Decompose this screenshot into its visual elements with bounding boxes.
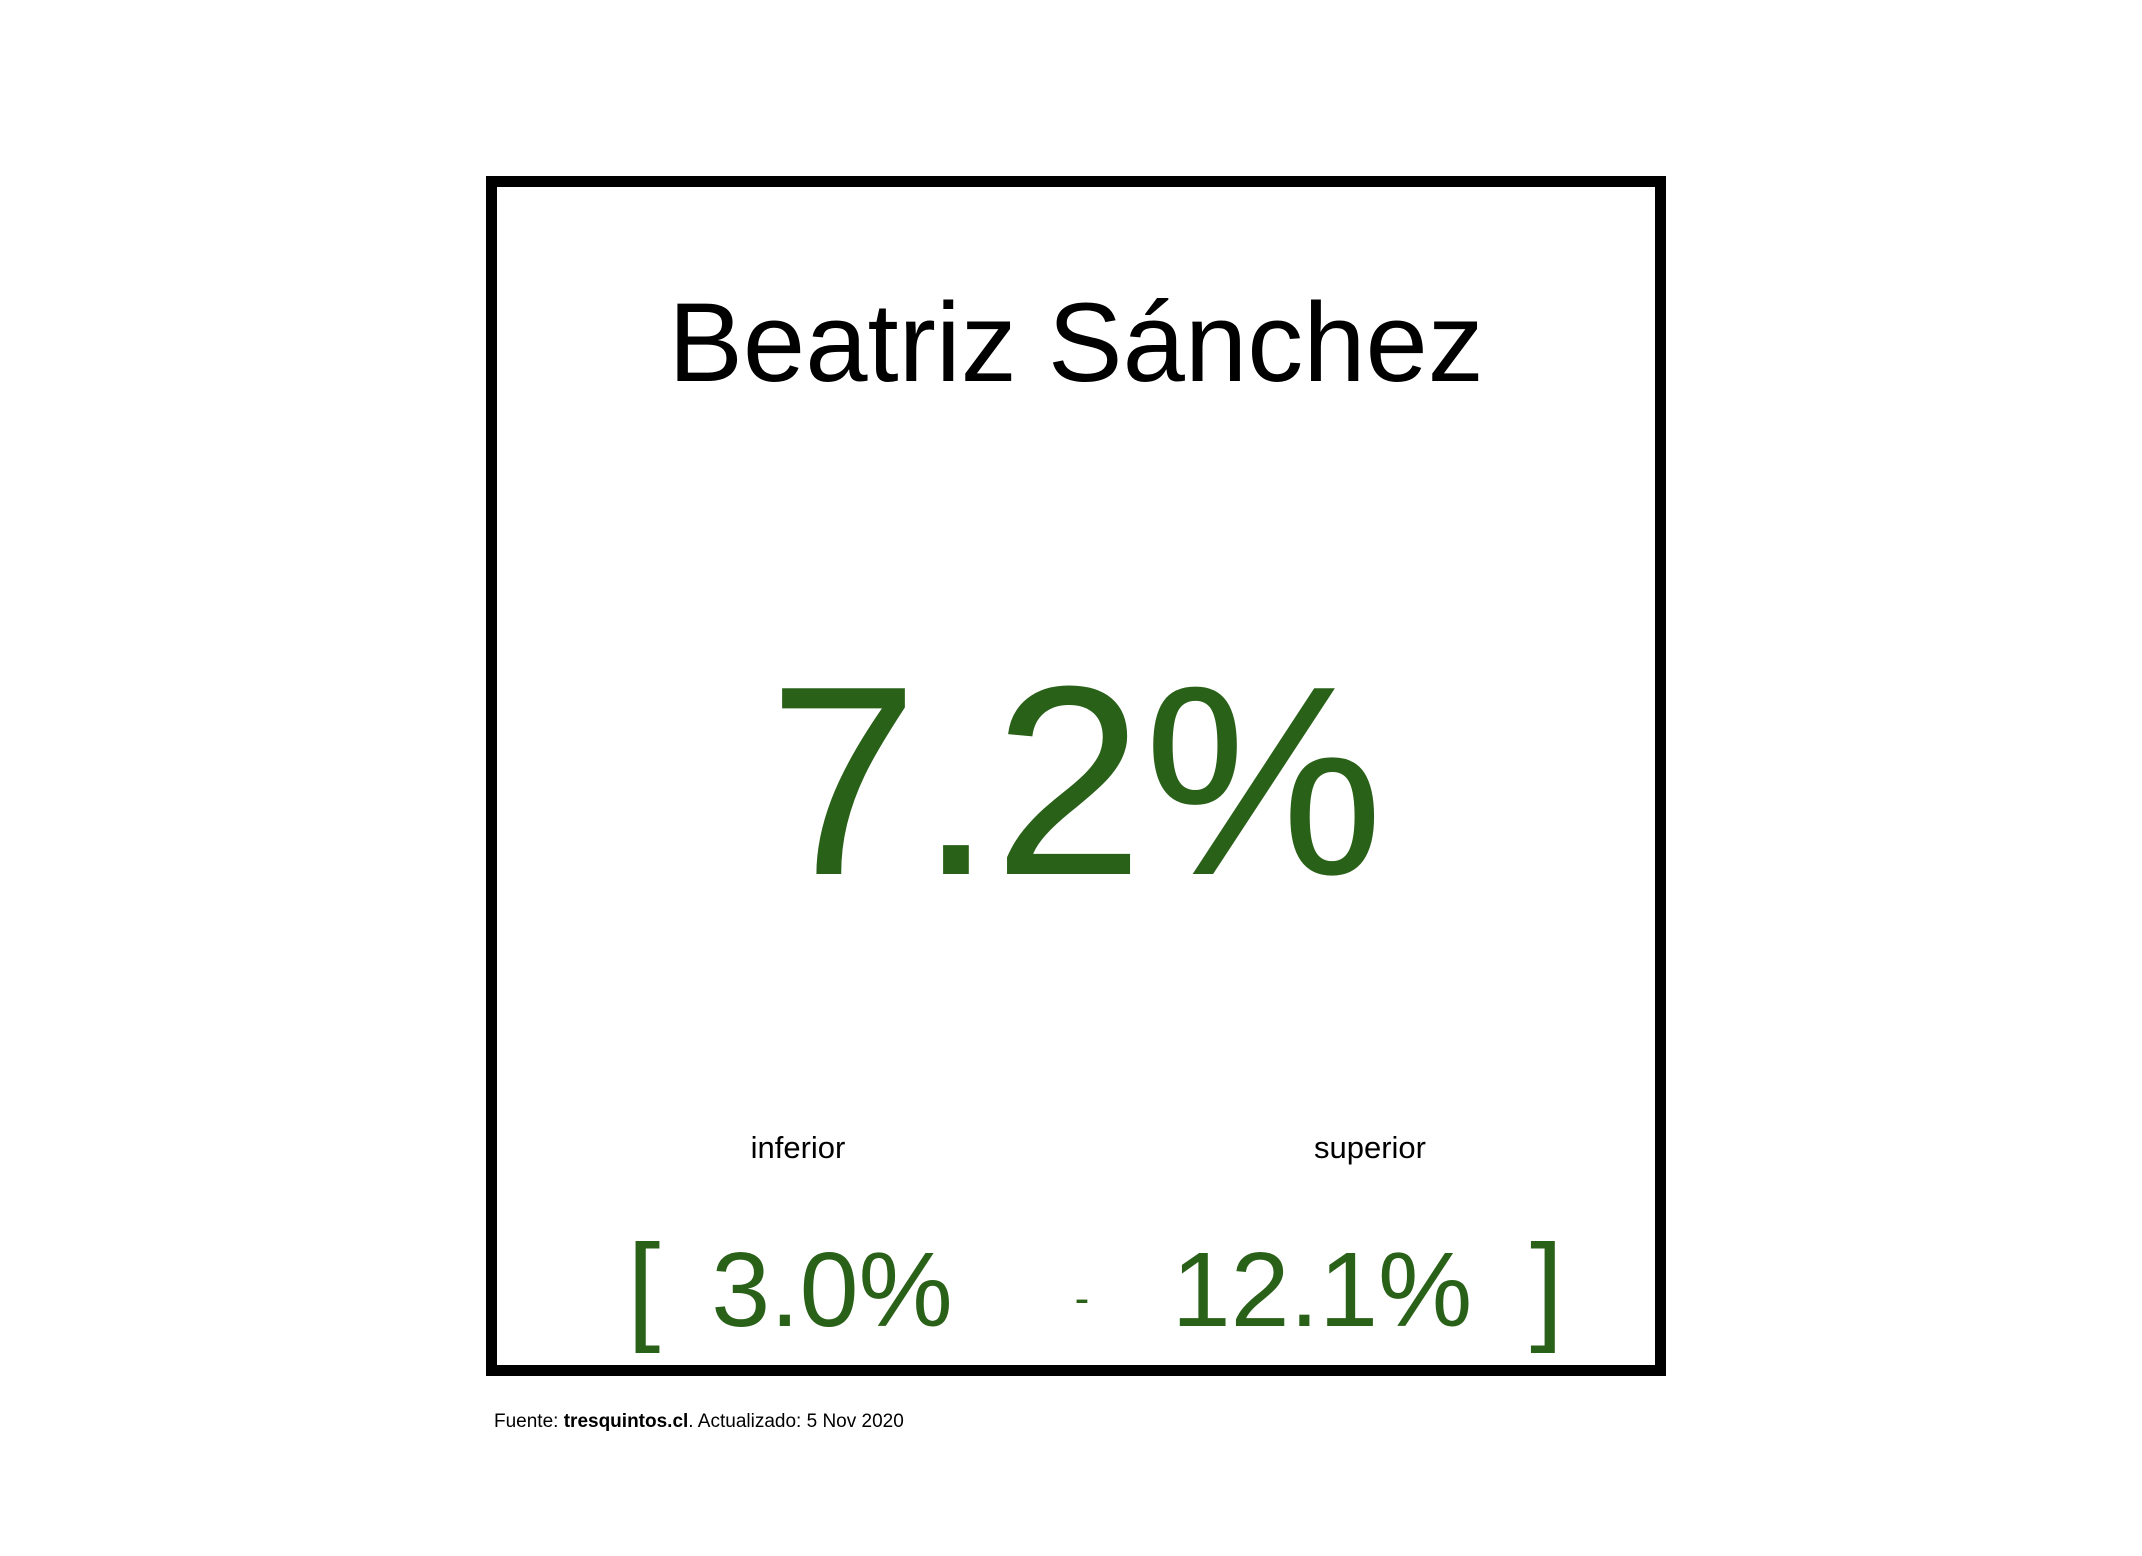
interval-separator: - xyxy=(1074,1274,1090,1323)
estimate-card: Beatriz Sánchez 7.2% inferior superior [… xyxy=(486,176,1666,1376)
lower-bound-value: 3.0% xyxy=(711,1231,953,1349)
footer-prefix: Fuente: xyxy=(494,1411,564,1432)
estimate-value: 7.2% xyxy=(768,631,1384,932)
upper-bound-label: superior xyxy=(1314,1130,1426,1165)
footer-source: tresquintos.cl xyxy=(563,1411,689,1432)
footer-suffix: . Actualizado: 5 Nov 2020 xyxy=(688,1411,904,1432)
lower-bound-label: inferior xyxy=(750,1130,846,1165)
interval-open-bracket: [ xyxy=(627,1220,661,1354)
candidate-name: Beatriz Sánchez xyxy=(668,280,1484,405)
interval-close-bracket: ] xyxy=(1530,1220,1564,1354)
upper-bound-value: 12.1% xyxy=(1171,1231,1473,1349)
source-footer: Fuente: tresquintos.cl. Actualizado: 5 N… xyxy=(494,1412,904,1431)
